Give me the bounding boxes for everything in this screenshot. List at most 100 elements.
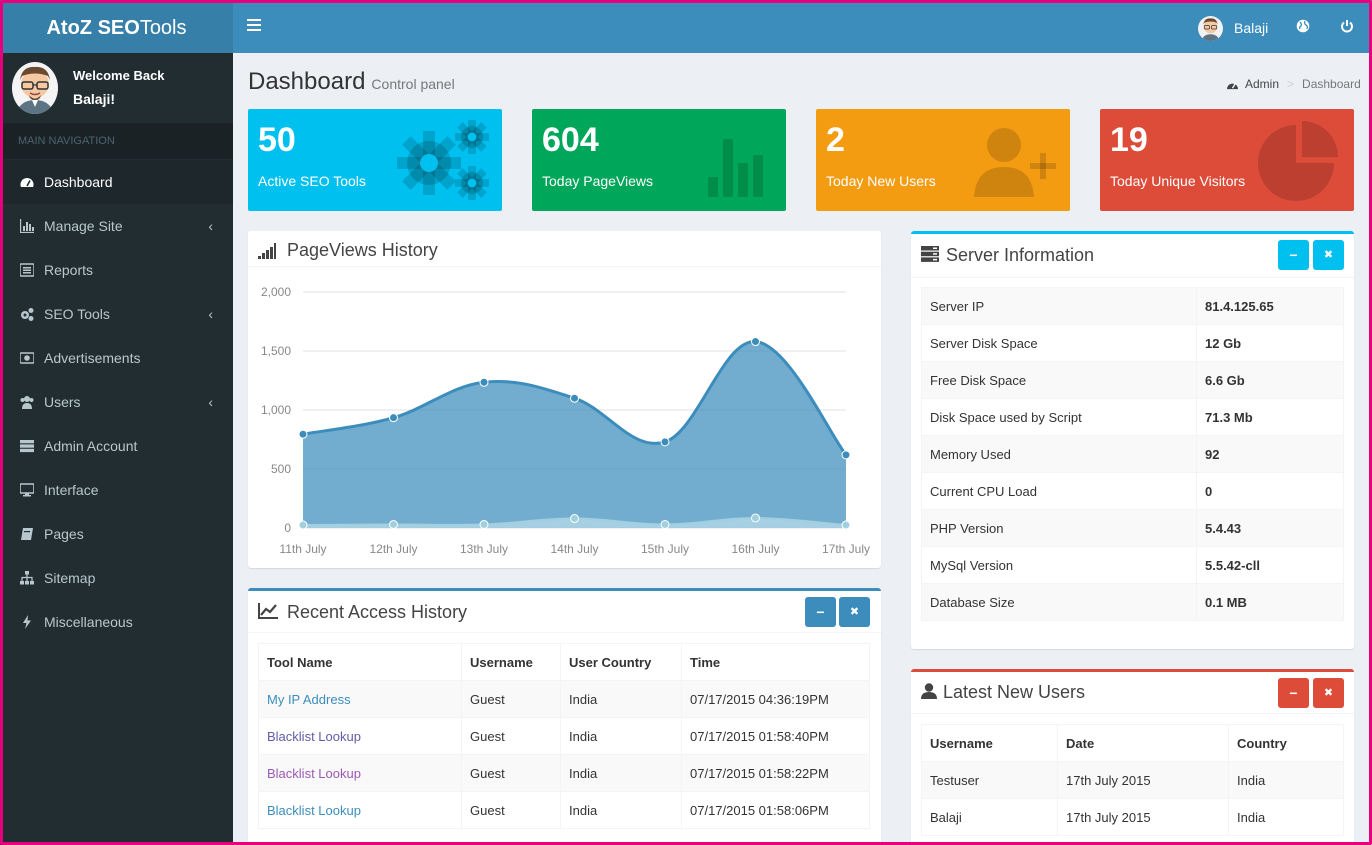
sidebar-item-users[interactable]: Users ‹ [0, 380, 233, 424]
info-value: 81.4.125.65 [1196, 287, 1344, 325]
server-table: Server IP 81.4.125.65 Server Disk Space 12 … [921, 287, 1344, 621]
x-tick-label: 16th July [731, 542, 779, 556]
welcome-text: Welcome Back [73, 68, 165, 83]
breadcrumb-home[interactable]: Admin [1245, 77, 1280, 91]
remove-button[interactable]: ✖ [839, 597, 870, 627]
page-subtitle: Control panel [371, 76, 455, 92]
stat-label: Today New Users [826, 173, 936, 189]
tool-link[interactable]: My IP Address [267, 691, 351, 707]
series-1-point [479, 519, 489, 529]
user-menu[interactable]: Balaji [1198, 15, 1268, 41]
sidebar-item-label: Admin Account [44, 438, 138, 454]
line-chart-icon [258, 603, 278, 619]
tool-name-cell: Blacklist Lookup [258, 791, 462, 829]
sidebar-item-label: Users [44, 394, 81, 410]
tool-link[interactable]: Blacklist Lookup [267, 728, 361, 744]
table-row: PHP Version 5.4.43 [921, 509, 1344, 547]
desktop-icon [20, 483, 34, 497]
table-row: MySql Version 5.5.42-cll [921, 546, 1344, 584]
app-logo[interactable]: AtoZ SEOTools [0, 0, 233, 53]
series-0-point [751, 337, 760, 347]
stat-box-unique-visitors[interactable]: 19 Today Unique Visitors [1100, 109, 1354, 211]
box-header: PageViews History [248, 231, 881, 267]
collapse-button[interactable]: − [1278, 240, 1309, 270]
sidebar-item-pages[interactable]: Pages [0, 512, 233, 556]
date-cell: 17th July 2015 [1057, 798, 1229, 836]
series-1-point [298, 520, 308, 530]
sidebar-item-interface[interactable]: Interface [0, 468, 233, 512]
username-cell: Guest [461, 717, 561, 755]
breadcrumb: Admin > Dashboard [1226, 77, 1361, 91]
sidebar-item-label: Sitemap [44, 570, 96, 586]
stat-box-new-users[interactable]: 2 Today New Users [816, 109, 1070, 211]
time-cell: 07/17/2015 01:58:40PM [681, 717, 870, 755]
access-table-wrap: Tool Name Username User Country Time My … [258, 643, 870, 829]
content-header: Dashboard Control panel [248, 68, 455, 96]
avatar-small [1198, 15, 1223, 41]
y-tick-label: 1,000 [261, 403, 291, 417]
tool-link[interactable]: Blacklist Lookup [267, 802, 361, 818]
globe-icon[interactable] [1296, 19, 1310, 33]
chevron-left-icon: ‹ [208, 218, 213, 234]
table-row: Free Disk Space 6.6 Gb [921, 361, 1344, 399]
server-table-wrap: Server IP 81.4.125.65 Server Disk Space 12 … [921, 287, 1344, 621]
stat-box-seo-tools[interactable]: 50 Active SEO Tools [248, 109, 502, 211]
stat-box-pageviews[interactable]: 604 Today PageViews [532, 109, 786, 211]
series-1-point [660, 519, 670, 529]
collapse-button[interactable]: − [805, 597, 836, 627]
user-plus-icon [974, 128, 1056, 197]
info-key: Disk Space used by Script [921, 398, 1197, 436]
sidebar: Welcome Back Balaji! MAIN NAVIGATION Das… [0, 53, 233, 845]
info-key: Current CPU Load [921, 472, 1197, 510]
sidebar-item-dashboard[interactable]: Dashboard [0, 160, 233, 204]
table-row: Current CPU Load 0 [921, 472, 1344, 510]
chevron-left-icon: ‹ [208, 306, 213, 322]
remove-button[interactable]: ✖ [1313, 240, 1344, 270]
table-row: Server IP 81.4.125.65 [921, 287, 1344, 325]
series-1-point [570, 514, 579, 524]
money-icon [20, 352, 34, 364]
sidebar-item-label: Miscellaneous [44, 614, 133, 630]
stat-value: 50 [258, 121, 296, 159]
sidebar-item-miscellaneous[interactable]: Miscellaneous [0, 600, 233, 644]
username-cell: Testuser [921, 761, 1058, 799]
box-header: Recent Access History − ✖ [248, 591, 881, 633]
col-user-country: User Country [560, 643, 682, 681]
info-value: 92 [1196, 435, 1344, 473]
username-cell: Guest [461, 791, 561, 829]
info-key: Server IP [921, 287, 1197, 325]
collapse-button[interactable]: − [1278, 678, 1309, 708]
series-0-point [298, 429, 308, 439]
sidebar-item-manage-site[interactable]: Manage Site ‹ [0, 204, 233, 248]
pie-chart-icon [1258, 121, 1338, 201]
y-tick-label: 2,000 [261, 285, 291, 299]
series-1-point [841, 520, 851, 530]
series-0-point [389, 413, 398, 423]
box-header: Latest New Users − ✖ [911, 672, 1354, 714]
sidebar-toggle-icon[interactable] [247, 19, 261, 33]
users-icon [20, 396, 34, 409]
sidebar-item-reports[interactable]: Reports [0, 248, 233, 292]
info-key: Server Disk Space [921, 324, 1197, 362]
tool-link[interactable]: Blacklist Lookup [267, 765, 361, 781]
box-title: Recent Access History [287, 602, 468, 622]
info-value: 71.3 Mb [1196, 398, 1344, 436]
series-0-point [660, 437, 670, 447]
info-value: 12 Gb [1196, 324, 1344, 362]
sidebar-item-seo-tools[interactable]: SEO Tools ‹ [0, 292, 233, 336]
col-username: Username [921, 724, 1058, 762]
power-icon[interactable] [1340, 19, 1354, 33]
country-cell: India [560, 754, 682, 792]
remove-button[interactable]: ✖ [1313, 678, 1344, 708]
dashboard-icon [20, 178, 34, 187]
table-row: Blacklist Lookup Guest India 07/17/2015 01:… [258, 754, 870, 792]
sidebar-item-label: Advertisements [44, 350, 141, 366]
sidebar-item-admin-account[interactable]: Admin Account [0, 424, 233, 468]
top-navbar: AtoZ SEOTools Balaji [0, 0, 1372, 53]
bar-chart-icon [708, 139, 763, 197]
users-table: Username Date Country Testuser 17th July … [921, 724, 1344, 836]
table-row: Memory Used 92 [921, 435, 1344, 473]
sidebar-item-sitemap[interactable]: Sitemap [0, 556, 233, 600]
sidebar-item-advertisements[interactable]: Advertisements [0, 336, 233, 380]
country-cell: India [1228, 798, 1344, 836]
